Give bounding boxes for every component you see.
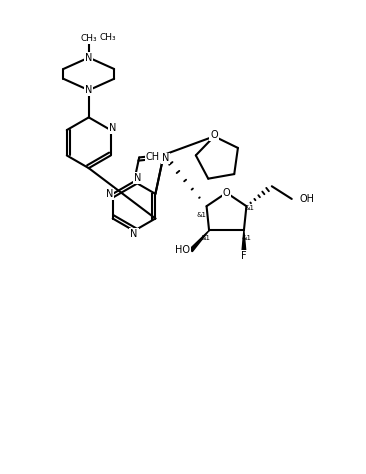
Text: N: N (85, 85, 93, 95)
Text: OH: OH (300, 194, 315, 204)
Text: CH₃: CH₃ (100, 33, 116, 42)
Text: CH: CH (146, 153, 160, 163)
Polygon shape (242, 230, 246, 250)
Text: F: F (241, 251, 247, 261)
Text: N: N (130, 229, 138, 239)
Text: &1: &1 (201, 236, 210, 241)
Text: N: N (106, 189, 113, 199)
Text: O: O (210, 129, 218, 139)
Text: &1: &1 (244, 205, 254, 211)
Text: &1: &1 (196, 212, 206, 218)
Text: N: N (85, 53, 93, 63)
Text: O: O (223, 188, 230, 198)
Text: N: N (134, 173, 141, 183)
Text: &1: &1 (242, 236, 252, 241)
Text: CH₃: CH₃ (81, 34, 97, 43)
Text: N: N (162, 154, 169, 164)
Text: N: N (109, 123, 116, 133)
Polygon shape (190, 230, 209, 252)
Text: HO: HO (176, 246, 190, 255)
